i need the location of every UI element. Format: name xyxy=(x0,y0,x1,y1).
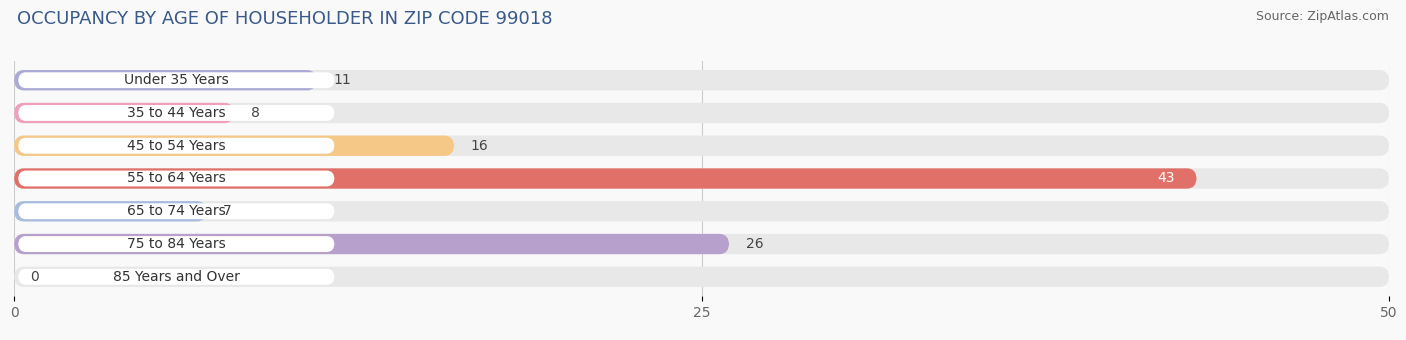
Text: 45 to 54 Years: 45 to 54 Years xyxy=(127,139,225,153)
Text: 43: 43 xyxy=(1157,171,1174,186)
FancyBboxPatch shape xyxy=(18,269,335,285)
FancyBboxPatch shape xyxy=(14,201,1389,221)
FancyBboxPatch shape xyxy=(18,236,335,252)
FancyBboxPatch shape xyxy=(14,168,1389,189)
Text: 16: 16 xyxy=(471,139,488,153)
FancyBboxPatch shape xyxy=(14,136,1389,156)
FancyBboxPatch shape xyxy=(14,103,233,123)
Text: Under 35 Years: Under 35 Years xyxy=(124,73,229,87)
FancyBboxPatch shape xyxy=(18,105,335,121)
FancyBboxPatch shape xyxy=(14,103,1389,123)
FancyBboxPatch shape xyxy=(18,138,335,154)
Text: 55 to 64 Years: 55 to 64 Years xyxy=(127,171,226,186)
Text: 8: 8 xyxy=(250,106,260,120)
FancyBboxPatch shape xyxy=(14,70,1389,90)
Text: 26: 26 xyxy=(745,237,763,251)
Text: 0: 0 xyxy=(31,270,39,284)
FancyBboxPatch shape xyxy=(14,201,207,221)
Text: Source: ZipAtlas.com: Source: ZipAtlas.com xyxy=(1256,10,1389,23)
Text: 7: 7 xyxy=(224,204,232,218)
FancyBboxPatch shape xyxy=(18,171,335,186)
FancyBboxPatch shape xyxy=(14,136,454,156)
FancyBboxPatch shape xyxy=(18,203,335,219)
FancyBboxPatch shape xyxy=(14,234,1389,254)
Text: 75 to 84 Years: 75 to 84 Years xyxy=(127,237,226,251)
Text: 11: 11 xyxy=(333,73,352,87)
Text: 35 to 44 Years: 35 to 44 Years xyxy=(127,106,225,120)
FancyBboxPatch shape xyxy=(14,168,1197,189)
FancyBboxPatch shape xyxy=(14,267,1389,287)
FancyBboxPatch shape xyxy=(14,234,730,254)
Text: 85 Years and Over: 85 Years and Over xyxy=(112,270,240,284)
FancyBboxPatch shape xyxy=(18,72,335,88)
FancyBboxPatch shape xyxy=(14,70,316,90)
Text: OCCUPANCY BY AGE OF HOUSEHOLDER IN ZIP CODE 99018: OCCUPANCY BY AGE OF HOUSEHOLDER IN ZIP C… xyxy=(17,10,553,28)
Text: 65 to 74 Years: 65 to 74 Years xyxy=(127,204,226,218)
